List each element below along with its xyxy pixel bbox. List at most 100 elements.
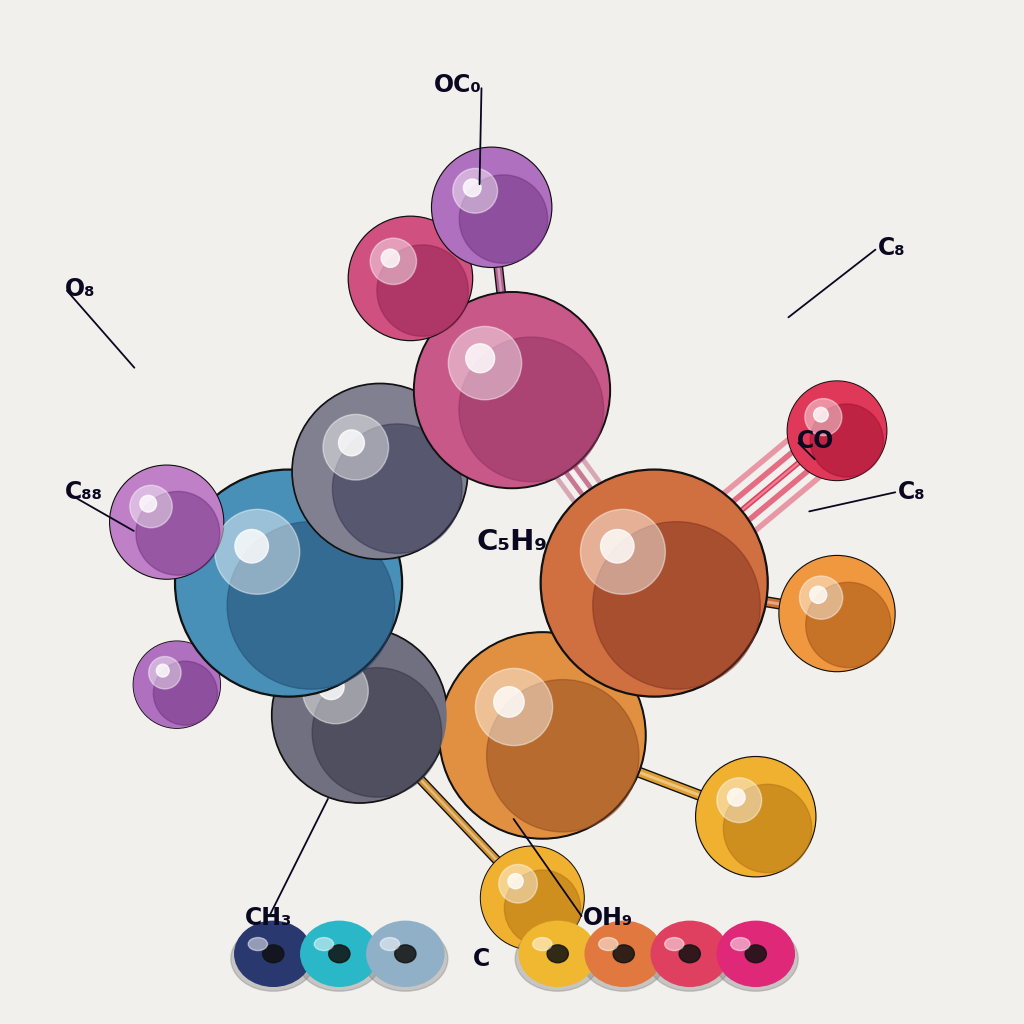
Circle shape [697,758,815,876]
Circle shape [271,627,447,803]
Circle shape [459,337,604,481]
Ellipse shape [515,926,600,991]
Circle shape [449,327,521,399]
Circle shape [273,629,446,802]
Circle shape [110,465,223,580]
Circle shape [779,556,895,672]
Ellipse shape [230,926,315,991]
Circle shape [339,430,365,456]
Ellipse shape [367,922,444,986]
Circle shape [312,668,441,797]
Text: OC₀: OC₀ [434,74,481,97]
Circle shape [508,873,523,889]
Ellipse shape [329,945,350,963]
Circle shape [349,217,471,339]
Ellipse shape [248,938,267,950]
Circle shape [494,687,524,717]
Ellipse shape [314,938,334,950]
Circle shape [788,382,886,479]
Circle shape [371,239,417,285]
Text: O₈: O₈ [66,276,95,301]
Circle shape [348,216,473,341]
Circle shape [499,864,538,903]
Circle shape [480,846,584,949]
Circle shape [140,496,157,512]
Circle shape [593,521,761,689]
Ellipse shape [532,938,552,950]
Circle shape [133,641,220,728]
Circle shape [814,408,828,422]
Circle shape [111,466,222,578]
Ellipse shape [647,926,732,991]
Text: OH₉: OH₉ [583,906,634,930]
Text: C₈: C₈ [878,236,905,260]
Circle shape [439,632,646,839]
Circle shape [787,381,887,480]
Ellipse shape [651,922,728,986]
Circle shape [727,788,745,806]
Ellipse shape [613,945,634,963]
Circle shape [154,662,217,725]
Circle shape [130,485,172,527]
Circle shape [333,424,462,553]
Ellipse shape [394,945,416,963]
Circle shape [466,344,495,373]
Ellipse shape [234,922,312,986]
Circle shape [543,471,766,695]
Ellipse shape [717,922,795,986]
Ellipse shape [731,938,750,950]
Ellipse shape [585,922,663,986]
Circle shape [780,557,894,671]
Text: C₈: C₈ [898,479,926,504]
Circle shape [148,656,181,689]
Circle shape [416,294,608,486]
Ellipse shape [519,922,596,986]
Ellipse shape [679,945,700,963]
Ellipse shape [263,945,284,963]
Circle shape [600,529,634,563]
Text: CH₃: CH₃ [245,906,292,930]
Circle shape [805,398,842,435]
Circle shape [292,383,468,559]
Circle shape [505,870,581,946]
Circle shape [475,669,553,745]
Ellipse shape [745,945,766,963]
Circle shape [723,784,812,872]
Circle shape [810,587,826,603]
Circle shape [581,509,666,594]
Circle shape [381,249,399,267]
Circle shape [177,471,400,695]
Circle shape [481,847,583,949]
Circle shape [157,665,169,677]
Circle shape [431,147,552,267]
Circle shape [541,469,768,697]
Circle shape [453,168,498,213]
Ellipse shape [599,938,617,950]
Circle shape [318,674,344,699]
Text: CO: CO [797,429,834,453]
Circle shape [134,642,219,727]
Ellipse shape [582,926,667,991]
Ellipse shape [362,926,447,991]
Circle shape [460,175,548,263]
Ellipse shape [297,926,382,991]
Circle shape [136,492,220,575]
Circle shape [806,583,891,668]
Circle shape [323,415,388,480]
Circle shape [175,469,402,697]
Circle shape [215,509,300,594]
Ellipse shape [301,922,378,986]
Circle shape [433,148,551,266]
Circle shape [303,658,369,724]
Circle shape [234,529,268,563]
Text: C: C [473,947,490,971]
Circle shape [377,245,468,336]
Circle shape [414,292,610,488]
Text: C₅H₉: C₅H₉ [476,528,548,556]
Circle shape [810,403,884,477]
Circle shape [294,385,466,558]
Circle shape [486,680,639,831]
Circle shape [227,521,394,689]
Circle shape [464,179,481,197]
Circle shape [717,778,762,822]
